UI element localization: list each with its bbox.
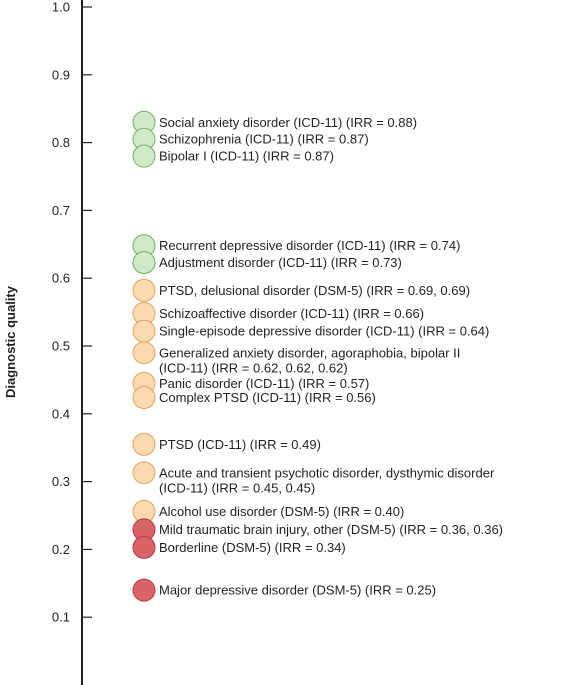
- data-point-label: Complex PTSD (ICD-11) (IRR = 0.56): [159, 390, 376, 405]
- data-point-label: (ICD-11) (IRR = 0.62, 0.62, 0.62): [159, 360, 348, 375]
- data-point-label: Adjustment disorder (ICD-11) (IRR = 0.73…: [159, 255, 402, 270]
- data-point: [132, 461, 156, 485]
- data-point-label: Bipolar I (ICD-11) (IRR = 0.87): [159, 149, 334, 164]
- data-point-label: Alcohol use disorder (DSM-5) (IRR = 0.40…: [159, 504, 404, 519]
- y-tick-label: 0.8: [52, 135, 70, 150]
- data-point-label: (ICD-11) (IRR = 0.45, 0.45): [159, 480, 315, 495]
- y-tick-label: 0.9: [52, 67, 70, 82]
- y-tick-label: 0.7: [52, 203, 70, 218]
- data-point: [132, 341, 156, 365]
- y-tick-label: 1.0: [52, 0, 70, 15]
- y-axis-ticks: 0.1 0.2 0.3 0.4 0.5 0.6 0.7 0.8 0.9 1.0: [52, 0, 92, 625]
- data-point-label: Schizoaffective disorder (ICD-11) (IRR =…: [159, 306, 424, 321]
- data-point-label: Mild traumatic brain injury, other (DSM-…: [159, 522, 503, 537]
- data-point-label: Generalized anxiety disorder, agoraphobi…: [159, 345, 460, 360]
- y-tick-label: 0.3: [52, 474, 70, 489]
- y-tick-label: 0.2: [52, 542, 70, 557]
- data-point-label: Single-episode depressive disorder (ICD-…: [159, 324, 489, 339]
- data-point: [132, 251, 156, 275]
- data-point: [132, 386, 156, 410]
- data-point-label: Borderline (DSM-5) (IRR = 0.34): [159, 540, 346, 555]
- data-point: [132, 432, 156, 456]
- y-axis-title: Diagnostic quality: [3, 285, 18, 398]
- data-point-label: PTSD (ICD-11) (IRR = 0.49): [159, 437, 321, 452]
- data-point-label: Social anxiety disorder (ICD-11) (IRR = …: [159, 115, 417, 130]
- data-point-labels: Social anxiety disorder (ICD-11) (IRR = …: [159, 115, 503, 598]
- y-tick-label: 0.5: [52, 339, 70, 354]
- data-point-label: Recurrent depressive disorder (ICD-11) (…: [159, 238, 460, 253]
- data-points: [132, 110, 156, 602]
- y-tick-label: 0.4: [52, 406, 70, 421]
- data-point: [132, 535, 156, 559]
- y-tick-label: 0.1: [52, 610, 70, 625]
- data-point: [132, 278, 156, 302]
- data-point: [132, 319, 156, 343]
- data-point: [132, 578, 156, 602]
- y-tick-label: 0.6: [52, 271, 70, 286]
- data-point-label: Panic disorder (ICD-11) (IRR = 0.57): [159, 376, 369, 391]
- data-point: [132, 144, 156, 168]
- data-point-label: Major depressive disorder (DSM-5) (IRR =…: [159, 583, 436, 598]
- data-point-label: PTSD, delusional disorder (DSM-5) (IRR =…: [159, 283, 470, 298]
- data-point-label: Schizophrenia (ICD-11) (IRR = 0.87): [159, 132, 369, 147]
- data-point-label: Acute and transient psychotic disorder, …: [159, 465, 495, 480]
